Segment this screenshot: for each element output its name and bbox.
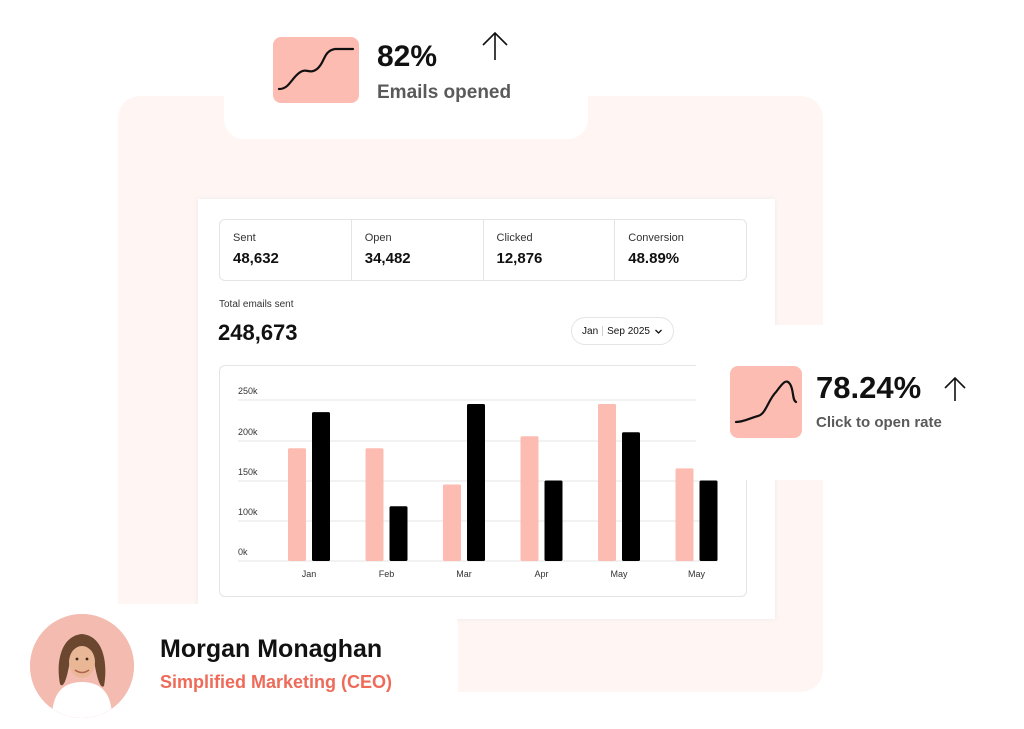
bar-dark-3: [544, 480, 563, 561]
sparkline-icon: [277, 47, 355, 91]
click-to-open-caption: Click to open rate: [816, 414, 942, 431]
click-to-open-value: 78.24%: [816, 370, 922, 405]
metric-open: Open 34,482: [352, 220, 484, 280]
person-portrait: [30, 614, 134, 718]
date-range-start: Jan: [582, 325, 599, 337]
x-tick-label: Apr: [534, 569, 548, 579]
metric-value: 12,876: [496, 250, 543, 267]
sparkline-icon: [734, 380, 798, 424]
metric-label: Conversion: [628, 232, 684, 244]
emails-opened-caption: Emails opened: [377, 82, 512, 103]
sparkline-badge: [730, 366, 802, 438]
y-tick-label: 250k: [238, 386, 258, 396]
bar-dark-2: [467, 404, 485, 561]
bar-dark-0: [312, 412, 330, 561]
x-tick-label: Feb: [379, 569, 395, 579]
person-role: Simplified Marketing (CEO): [160, 672, 393, 692]
metric-value: 48.89%: [628, 250, 680, 267]
metric-conversion: Conversion 48.89%: [615, 220, 746, 280]
date-range-end: Sep 2025: [607, 325, 650, 337]
total-emails-value: 248,673: [218, 320, 298, 345]
avatar: [30, 614, 134, 718]
x-tick-label: Jan: [302, 569, 317, 579]
emails-bar-chart: 0k 100k 150k 200k 250k Jan Feb Mar Apr May May: [219, 365, 747, 597]
metric-label: Sent: [233, 232, 256, 244]
metric-value: 34,482: [364, 250, 411, 267]
chevron-down-icon: [655, 329, 662, 334]
y-tick-label: 100k: [238, 507, 258, 517]
emails-opened-card: 82% Emails opened: [224, 20, 588, 139]
y-tick-label: 0k: [238, 547, 248, 557]
y-tick-label: 150k: [238, 467, 258, 477]
metric-clicked: Clicked 12,876: [484, 220, 616, 280]
bar-chart-svg: 0k 100k 150k 200k 250k Jan Feb Mar Apr May May: [238, 386, 718, 579]
bar-light-4: [598, 404, 616, 561]
arrow-up-icon: [944, 376, 966, 401]
metric-label: Clicked: [496, 232, 533, 244]
total-emails-label: Total emails sent: [219, 299, 294, 310]
metrics-row: Sent 48,632 Open 34,482 Clicked 12,876 C…: [219, 219, 747, 281]
date-range-separator: [602, 326, 604, 336]
bar-light-5: [675, 468, 694, 561]
bar-light-3: [520, 436, 539, 561]
metric-value: 48,632: [233, 250, 279, 267]
bar-light-2: [443, 484, 461, 561]
bar-dark-5: [699, 480, 718, 561]
arrow-up-icon: [482, 31, 508, 60]
bar-light-1: [365, 448, 384, 561]
x-tick-label: Mar: [456, 569, 472, 579]
email-dashboard-card: Sent 48,632 Open 34,482 Clicked 12,876 C…: [198, 199, 775, 619]
person-name: Morgan Monaghan: [160, 635, 383, 663]
y-tick-label: 200k: [238, 427, 258, 437]
sparkline-badge: [273, 37, 359, 103]
x-tick-label: May: [688, 569, 706, 579]
metric-sent: Sent 48,632: [220, 220, 352, 280]
x-tick-label: May: [610, 569, 628, 579]
bar-dark-4: [622, 432, 640, 561]
emails-opened-value: 82%: [377, 40, 438, 73]
metric-label: Open: [364, 232, 392, 244]
bar-dark-1: [389, 506, 408, 561]
bar-light-0: [288, 448, 306, 561]
click-to-open-card: 78.24% Click to open rate: [696, 325, 996, 480]
date-range-dropdown[interactable]: Jan Sep 2025: [571, 317, 674, 345]
